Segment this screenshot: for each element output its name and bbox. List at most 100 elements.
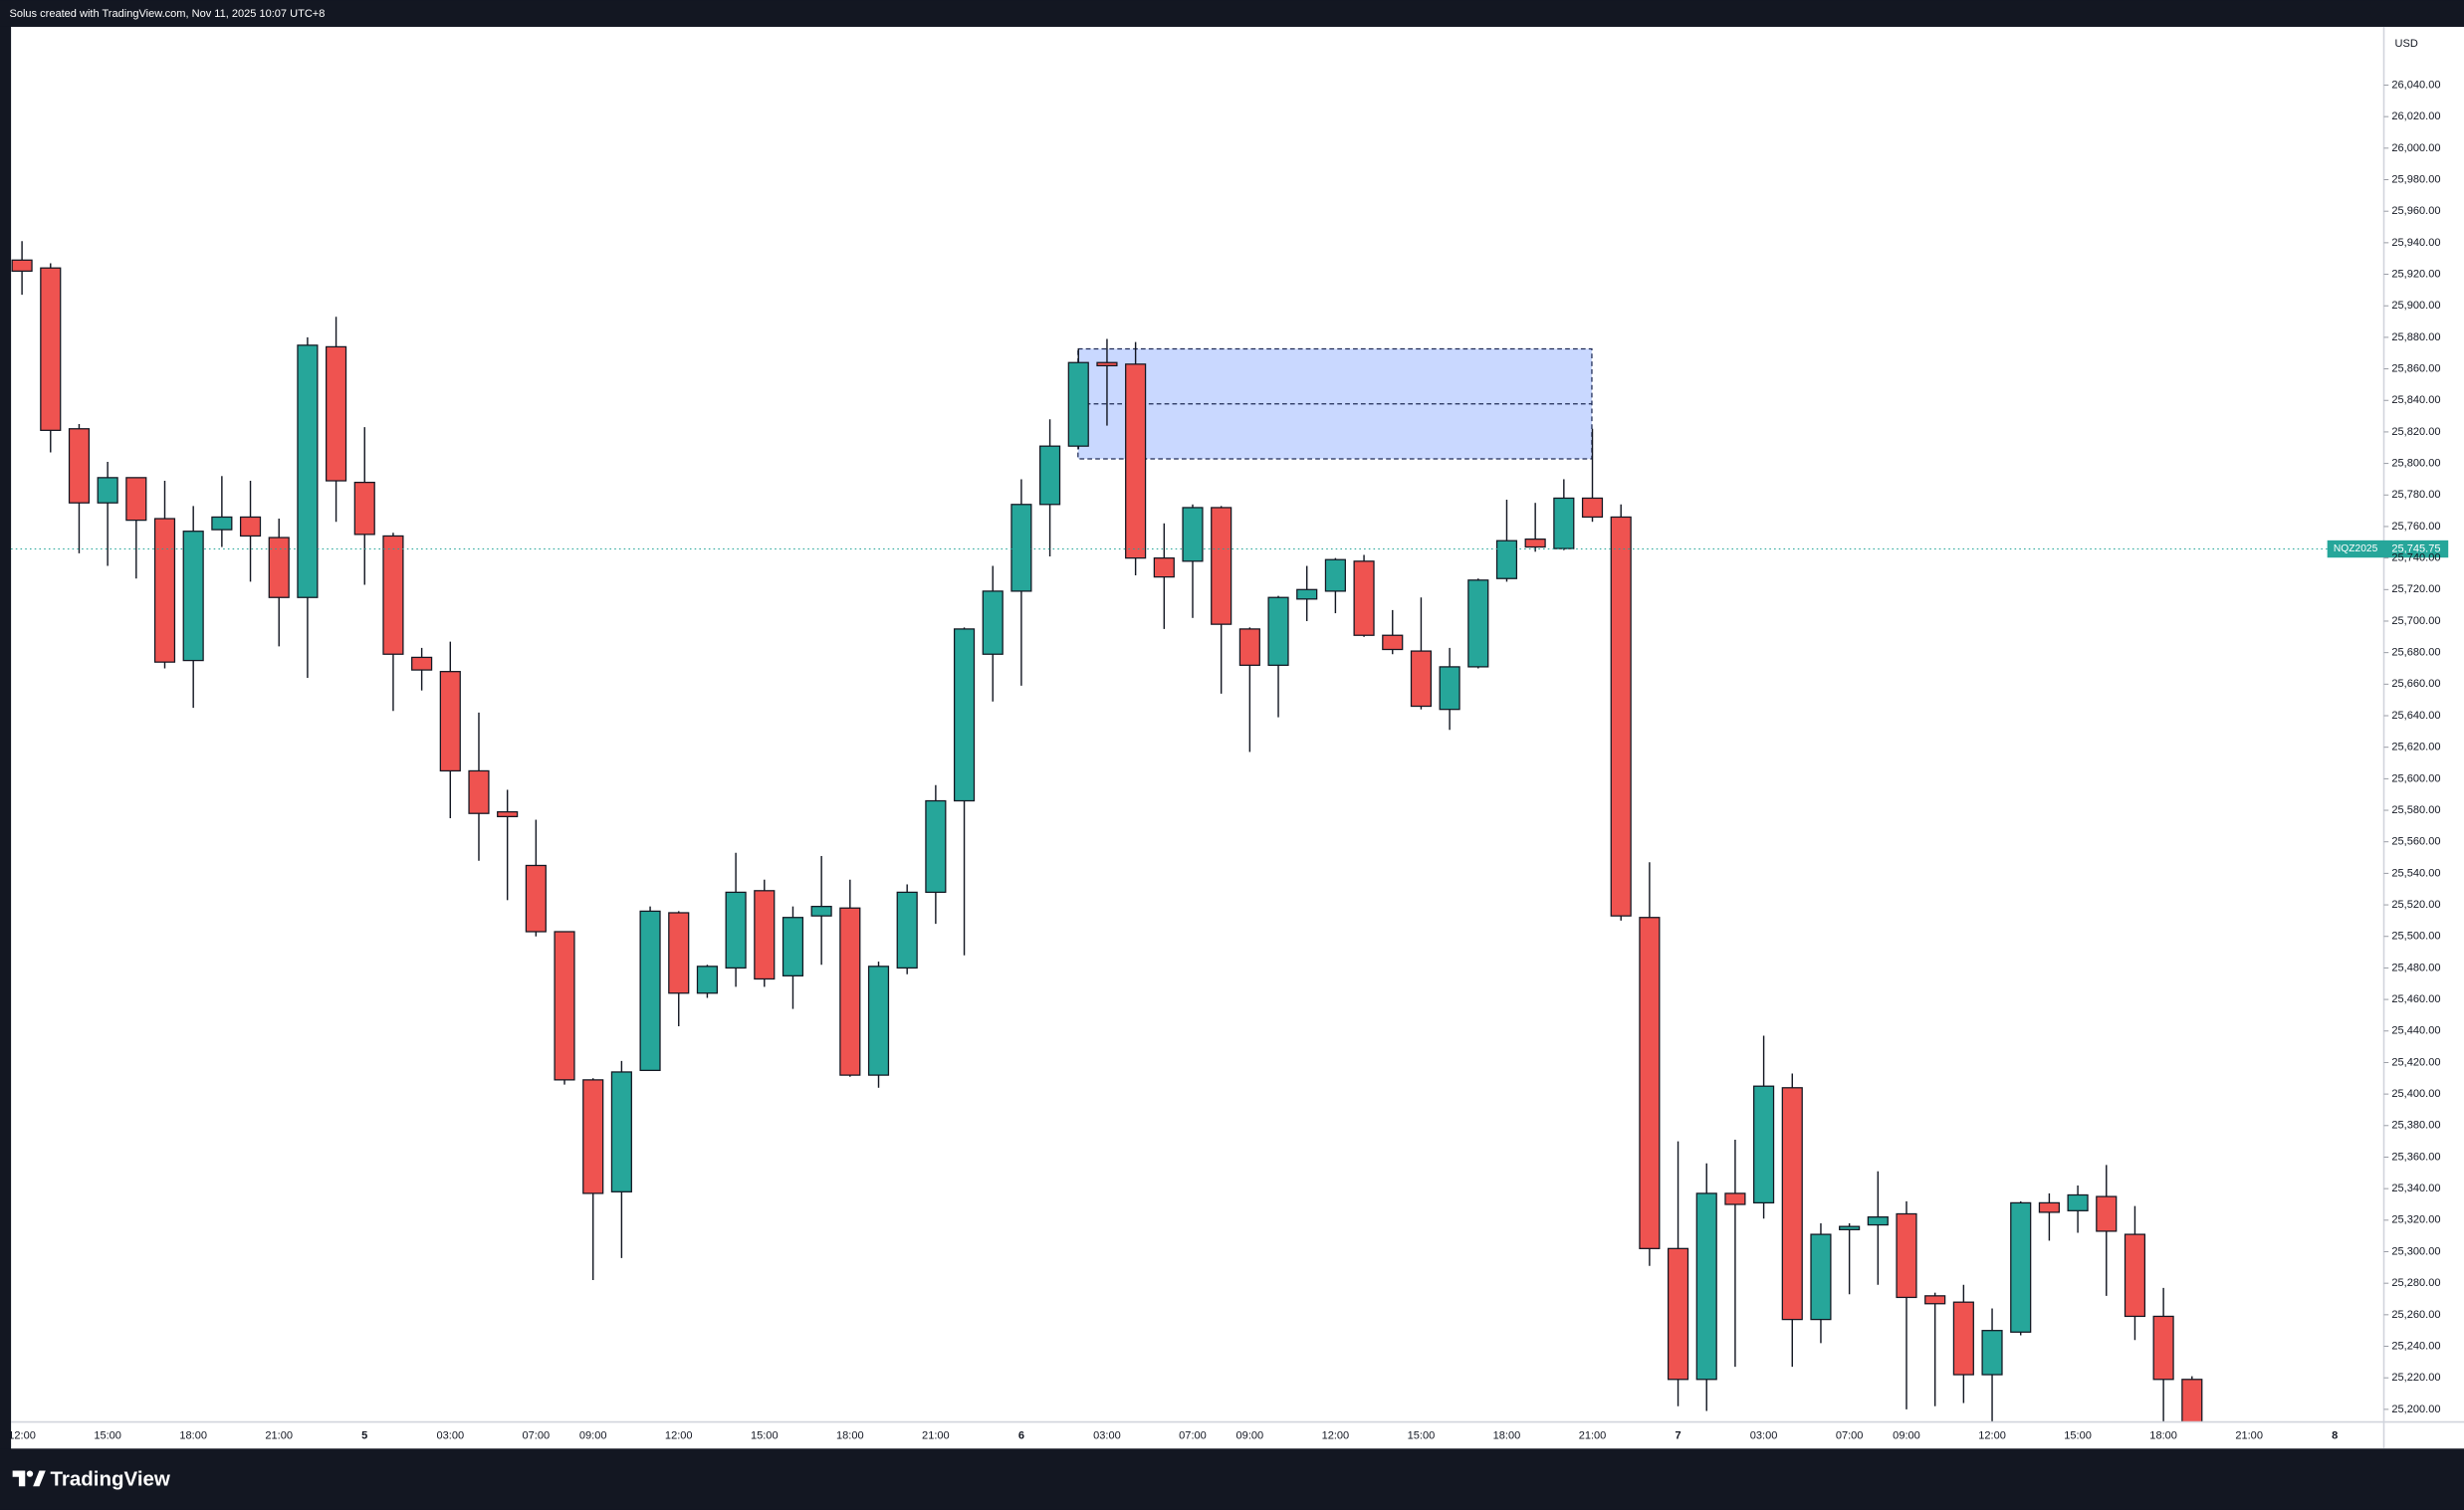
candle-body <box>1410 650 1433 708</box>
candle-body <box>1839 1225 1861 1230</box>
y-tick-label: 25,540.00 <box>2391 867 2440 879</box>
x-tick-label: 09:00 <box>1893 1430 1920 1442</box>
candle-body <box>97 477 118 504</box>
x-tick-label: 8 <box>2332 1430 2338 1442</box>
y-tick-label: 25,500.00 <box>2391 931 2440 943</box>
candle-body <box>468 769 490 814</box>
candle-body <box>1211 507 1232 625</box>
candle-body <box>810 906 832 917</box>
x-tick-label: 21:00 <box>1579 1430 1607 1442</box>
x-tick-label: 6 <box>1018 1430 1024 1442</box>
candle-body <box>2010 1201 2032 1333</box>
y-tick-label: 25,760.00 <box>2391 521 2440 533</box>
candle-body <box>1296 588 1318 600</box>
last-price-badge <box>2383 539 2449 558</box>
y-tick-label: 25,400.00 <box>2391 1088 2440 1100</box>
overlay: NQZ2025 25,745.75 <box>2327 539 2449 558</box>
y-tick-label: 25,860.00 <box>2391 362 2440 374</box>
candle-body <box>40 267 62 431</box>
x-tick-label: 7 <box>1675 1430 1680 1442</box>
symbol-badge <box>2327 539 2384 558</box>
candle-body <box>1610 516 1632 917</box>
candle-body <box>1924 1295 1946 1305</box>
candle-body <box>1353 560 1375 636</box>
y-tick-label: 25,980.00 <box>2391 173 2440 185</box>
y-tick-label: 25,800.00 <box>2391 458 2440 470</box>
candle-body <box>1695 1192 1717 1381</box>
x-tick-label: 07:00 <box>523 1430 551 1442</box>
y-tick-label: 25,620.00 <box>2391 742 2440 754</box>
candle-body <box>297 344 319 598</box>
y-tick-label: 25,560.00 <box>2391 836 2440 848</box>
candle-body <box>1495 539 1518 579</box>
x-tick-label: 15:00 <box>94 1430 121 1442</box>
candle-body <box>239 516 262 538</box>
candle-body <box>867 966 890 1076</box>
header-bar <box>0 0 2464 27</box>
candle-body <box>1896 1212 1917 1299</box>
y-tick-label: 25,740.00 <box>2391 552 2440 564</box>
candle-body <box>953 628 976 802</box>
y-tick-label: 25,200.00 <box>2391 1403 2440 1415</box>
logo-icon <box>33 1470 46 1487</box>
candle-body <box>1753 1085 1775 1204</box>
y-tick-label: 25,960.00 <box>2391 205 2440 217</box>
candle-body <box>610 1071 632 1192</box>
x-tick-label: 21:00 <box>2235 1430 2263 1442</box>
y-tick-label: 26,020.00 <box>2391 110 2440 122</box>
y-tick-label: 25,260.00 <box>2391 1309 2440 1321</box>
candle-body <box>839 907 861 1076</box>
candle-body <box>2038 1201 2060 1213</box>
last-price-label: 25,745.75 <box>2391 542 2440 554</box>
y-tick-label: 25,640.00 <box>2391 710 2440 722</box>
candle-body <box>1153 556 1175 578</box>
candle-body <box>554 931 575 1081</box>
candle-body <box>382 535 404 655</box>
y-tick-label: 25,440.00 <box>2391 1025 2440 1037</box>
x-tick-label: 07:00 <box>1836 1430 1864 1442</box>
candle-body <box>326 345 347 482</box>
x-tick-label: 18:00 <box>179 1430 207 1442</box>
candle-body <box>2067 1193 2089 1211</box>
x-tick-label: 12:00 <box>665 1430 693 1442</box>
candle-body <box>639 910 661 1071</box>
x-tick-label: 18:00 <box>1493 1430 1521 1442</box>
x-tick-label: 03:00 <box>1093 1430 1121 1442</box>
y-tick-label: 25,240.00 <box>2391 1340 2440 1352</box>
candle-body <box>125 477 147 522</box>
candle-body <box>411 656 433 671</box>
y-tick-label: 25,480.00 <box>2391 962 2440 973</box>
candle-body <box>353 481 375 536</box>
y-tick-label: 25,660.00 <box>2391 678 2440 690</box>
y-tick-label: 25,880.00 <box>2391 331 2440 343</box>
candle-body <box>68 428 91 504</box>
candle-body <box>1267 596 1289 666</box>
x-tick-label: 09:00 <box>579 1430 607 1442</box>
y-tick-label: 25,820.00 <box>2391 426 2440 438</box>
candle-body <box>896 891 918 970</box>
x-tick-label: 09:00 <box>1236 1430 1264 1442</box>
candle-body <box>725 891 747 970</box>
y-tick-label: 25,380.00 <box>2391 1120 2440 1132</box>
x-tick-label: 12:00 <box>1978 1430 2006 1442</box>
currency-label: USD <box>2395 38 2418 50</box>
y-tick-label: 25,420.00 <box>2391 1056 2440 1068</box>
y-tick-label: 26,000.00 <box>2391 142 2440 154</box>
candle-body <box>1724 1192 1746 1205</box>
candle-body <box>696 966 719 994</box>
x-tick-label: 18:00 <box>836 1430 864 1442</box>
x-tick-label: 15:00 <box>2064 1430 2092 1442</box>
y-tick-label: 25,220.00 <box>2391 1372 2440 1384</box>
candle-body <box>1125 363 1147 559</box>
candle-body <box>668 912 690 994</box>
y-tick-label: 25,680.00 <box>2391 647 2440 659</box>
x-tick-label: 03:00 <box>1750 1430 1778 1442</box>
y-tick-label: 25,600.00 <box>2391 772 2440 784</box>
candle-body <box>582 1079 604 1194</box>
y-tick-label: 25,920.00 <box>2391 268 2440 280</box>
candle-body <box>1238 628 1260 666</box>
candle-body <box>1867 1216 1889 1226</box>
candle-body <box>439 671 461 772</box>
